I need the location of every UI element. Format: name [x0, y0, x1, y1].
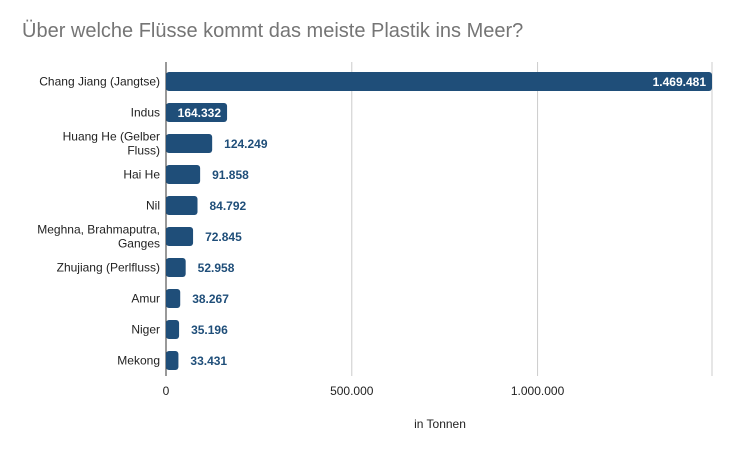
bar [166, 72, 712, 91]
gridlines [165, 62, 713, 376]
category-label: Indus [131, 106, 160, 120]
value-label: 72.845 [205, 230, 242, 244]
x-axis-ticks: 0 500.000 1.000.000 [163, 384, 565, 398]
value-label: 52.958 [198, 261, 235, 275]
x-axis-title: in Tonnen [414, 417, 466, 431]
x-tick-label: 500.000 [330, 384, 374, 398]
bar [166, 103, 228, 122]
bar [166, 165, 201, 184]
category-label: Nil [146, 199, 160, 213]
bar [166, 134, 213, 153]
category-labels: Chang Jiang (Jangtse) Indus Huang He (Gelb… [37, 75, 160, 368]
value-label: 38.267 [192, 292, 229, 306]
value-labels: 1.469.481 164.332 124.249 91.858 84.792 72.84… [178, 75, 707, 368]
bar [166, 258, 186, 277]
category-label: Meghna, Brahmaputra, Ganges [37, 223, 160, 251]
value-label: 124.249 [224, 137, 268, 151]
category-label: Amur [131, 292, 160, 306]
value-label: 1.469.481 [653, 75, 707, 89]
category-label: Hai He [123, 168, 160, 182]
value-label: 91.858 [212, 168, 249, 182]
category-label: Mekong [117, 354, 160, 368]
bar [166, 196, 198, 215]
value-label: 84.792 [210, 199, 247, 213]
value-label: 35.196 [191, 323, 228, 337]
bars [166, 72, 712, 370]
bar [166, 227, 194, 246]
category-label: Chang Jiang (Jangtse) [39, 75, 160, 89]
value-label: 164.332 [178, 106, 222, 120]
category-label: Niger [131, 323, 160, 337]
chart-title: Über welche Flüsse kommt das meiste Plas… [22, 20, 524, 42]
category-label: Zhujiang (Perlfluss) [57, 261, 160, 275]
bar [166, 351, 179, 370]
x-tick-label: 0 [163, 384, 170, 398]
x-tick-label: 1.000.000 [511, 384, 565, 398]
bar [166, 289, 181, 308]
value-label: 33.431 [190, 354, 227, 368]
bar [166, 320, 180, 339]
category-label: Huang He (Gelber Fluss) [63, 130, 160, 158]
